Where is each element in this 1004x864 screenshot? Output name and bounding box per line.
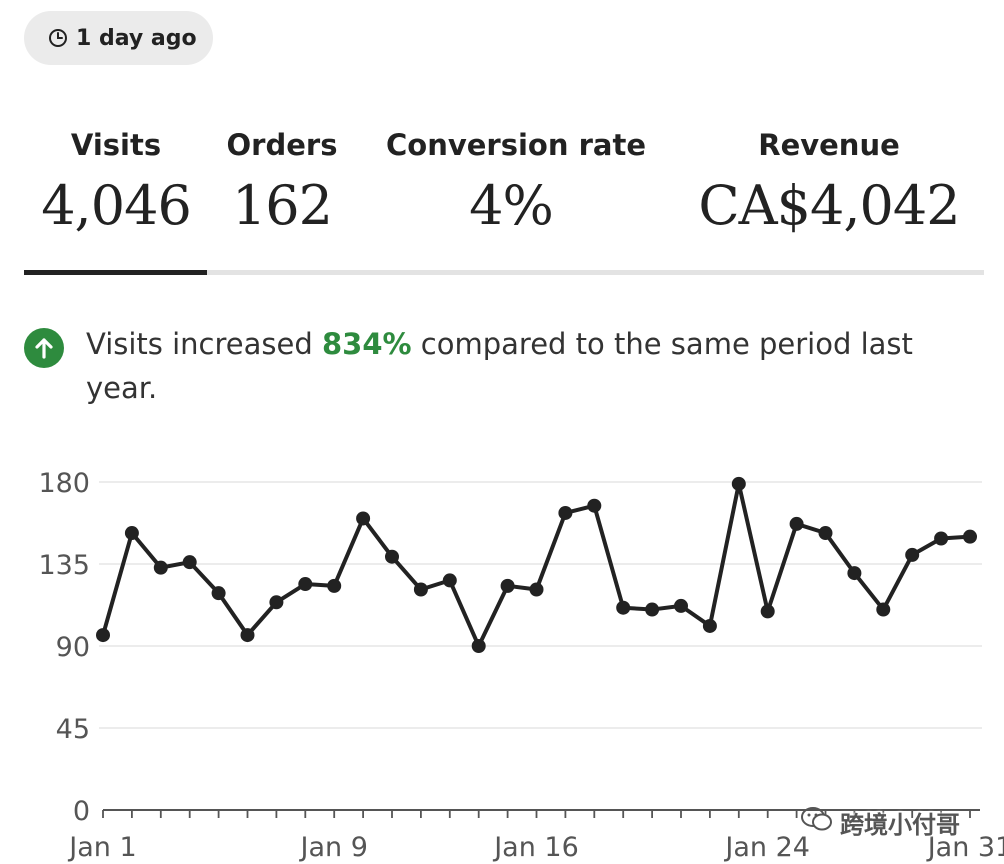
data-point[interactable] xyxy=(500,578,515,593)
insight-suffix: compared to the same period last year. xyxy=(86,327,913,405)
x-tick-label: Jan 16 xyxy=(492,832,579,863)
data-point[interactable] xyxy=(153,560,168,575)
tab-visits[interactable]: Visits 4,046 xyxy=(32,128,200,237)
stat-label-revenue: Revenue xyxy=(758,128,900,162)
data-point[interactable] xyxy=(240,628,255,643)
data-point[interactable] xyxy=(96,628,110,643)
data-point[interactable] xyxy=(182,555,197,570)
data-point[interactable] xyxy=(905,547,920,562)
stat-value-conversion-rate: 4% xyxy=(469,174,554,237)
stat-value-revenue: CA$4,042 xyxy=(698,174,960,237)
data-point[interactable] xyxy=(211,586,226,601)
visits-line-chart: 0 45 90 135 180 Jan 1 Jan 9 Jan 16 Jan 24 Jan 31 xyxy=(38,468,1004,863)
y-tick-label: 180 xyxy=(38,468,90,499)
stat-value-orders: 162 xyxy=(231,174,333,237)
data-point[interactable] xyxy=(298,577,313,592)
time-range-label: 1 day ago xyxy=(76,25,197,51)
tab-conversion-rate[interactable]: Conversion rate 4% xyxy=(386,128,646,237)
tabs-underline xyxy=(24,270,984,275)
y-tick-label: 135 xyxy=(38,550,90,581)
stat-label-orders: Orders xyxy=(226,128,338,162)
y-tick-label: 0 xyxy=(73,796,90,827)
watermark: 跨境小付哥 xyxy=(800,802,1000,842)
data-point[interactable] xyxy=(876,602,891,617)
data-point[interactable] xyxy=(385,549,399,564)
data-point[interactable] xyxy=(702,618,717,633)
insight-percent: 834% xyxy=(321,327,412,361)
y-tick-label: 90 xyxy=(56,632,90,663)
stat-label-conversion-rate: Conversion rate xyxy=(386,128,646,162)
data-point[interactable] xyxy=(327,578,342,593)
data-point[interactable] xyxy=(847,566,862,581)
stats-tabs: Visits 4,046 Orders 162 Conversion rate … xyxy=(24,128,984,276)
data-point[interactable] xyxy=(674,598,688,613)
x-tick-label: Jan 31 xyxy=(926,832,1004,863)
insight-text: Visits increased 834% compared to the sa… xyxy=(86,322,986,410)
data-point[interactable] xyxy=(124,526,139,541)
data-point[interactable] xyxy=(587,498,602,513)
arrow-up-icon xyxy=(24,328,64,368)
data-point[interactable] xyxy=(356,511,371,526)
data-point[interactable] xyxy=(529,582,544,597)
series-line xyxy=(101,481,971,648)
x-tick-label: Jan 24 xyxy=(723,832,810,863)
data-point[interactable] xyxy=(963,529,977,544)
data-point[interactable] xyxy=(731,476,746,491)
data-point[interactable] xyxy=(818,526,833,541)
clock-icon xyxy=(48,28,68,48)
data-point[interactable] xyxy=(789,516,804,531)
data-point[interactable] xyxy=(413,582,428,597)
data-point[interactable] xyxy=(471,639,486,653)
data-point[interactable] xyxy=(934,531,949,546)
y-tick-label: 45 xyxy=(56,714,90,745)
stat-label-visits: Visits xyxy=(70,128,162,162)
tab-orders[interactable]: Orders 162 xyxy=(220,128,344,237)
x-tick-label: Jan 1 xyxy=(67,832,136,863)
data-point[interactable] xyxy=(269,595,284,610)
x-tick-label: Jan 9 xyxy=(299,832,368,863)
data-point[interactable] xyxy=(645,602,660,617)
data-point[interactable] xyxy=(760,604,775,619)
active-tab-indicator xyxy=(24,270,207,275)
stat-value-visits: 4,046 xyxy=(41,174,192,237)
visits-chart: 0 45 90 135 180 Jan 1 Jan 9 Jan 16 Jan 24 Jan 31 xyxy=(0,440,1004,864)
time-range-pill[interactable]: 1 day ago xyxy=(24,11,213,65)
data-point[interactable] xyxy=(558,505,573,520)
wechat-icon xyxy=(800,805,834,839)
data-point[interactable] xyxy=(616,600,631,615)
data-point[interactable] xyxy=(442,573,457,588)
tab-revenue[interactable]: Revenue CA$4,042 xyxy=(694,128,964,237)
insight-prefix: Visits increased xyxy=(86,327,322,361)
watermark-text: 跨境小付哥 xyxy=(840,810,960,839)
